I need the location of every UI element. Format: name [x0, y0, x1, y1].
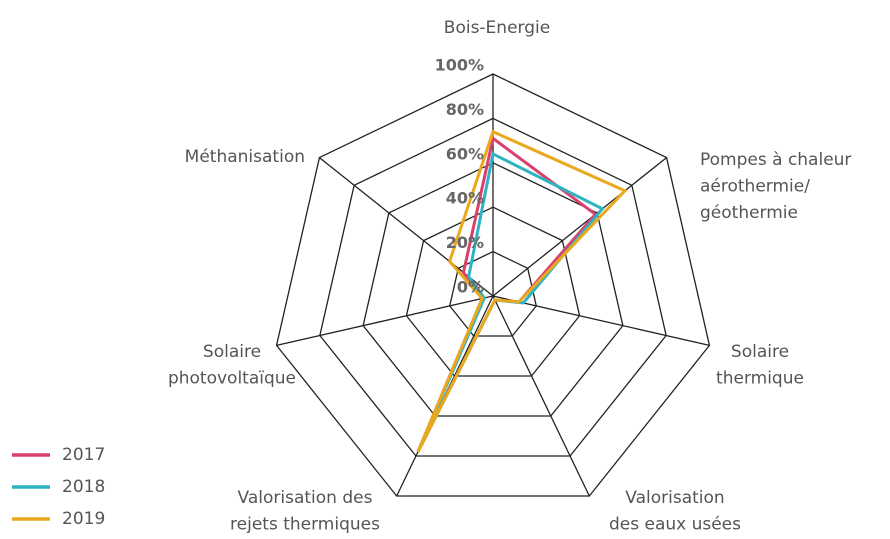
grid-ring [449, 250, 537, 337]
tick-label: 0% [457, 278, 484, 297]
axis-label: photovoltaïque [168, 369, 296, 389]
legend-label: 2018 [62, 477, 105, 497]
spoke [492, 295, 710, 347]
axis-label: aérothermie/ [700, 177, 810, 197]
tick-label: 60% [446, 144, 484, 163]
spoke [492, 157, 667, 297]
tick-label: 40% [446, 189, 484, 208]
spoke [492, 295, 590, 497]
axis-label: des eaux usées [609, 515, 741, 535]
axis-label: Méthanisation [185, 147, 305, 167]
axis-label: Solaire [203, 342, 261, 362]
tick-label: 20% [446, 233, 484, 252]
series-line [416, 135, 598, 453]
axis-label: Bois-Energie [444, 18, 550, 38]
grid-ring [275, 73, 711, 497]
spoke [276, 295, 494, 347]
tick-label: 80% [446, 100, 484, 119]
legend-label: 2019 [62, 509, 105, 529]
grid-ring [362, 162, 624, 417]
axis-label: Valorisation [625, 488, 724, 508]
grid-ring [319, 117, 667, 457]
axis-label: Solaire [731, 342, 789, 362]
axis-label: géothermie [700, 203, 798, 223]
series-line [416, 129, 628, 453]
axis-label: Valorisation des [238, 488, 373, 508]
tick-label: 100% [435, 56, 484, 75]
legend-label: 2017 [62, 445, 105, 465]
axis-label: Pompes à chaleur [700, 150, 851, 170]
axis-label: thermique [716, 369, 804, 389]
axis-label: rejets thermiques [230, 515, 380, 535]
